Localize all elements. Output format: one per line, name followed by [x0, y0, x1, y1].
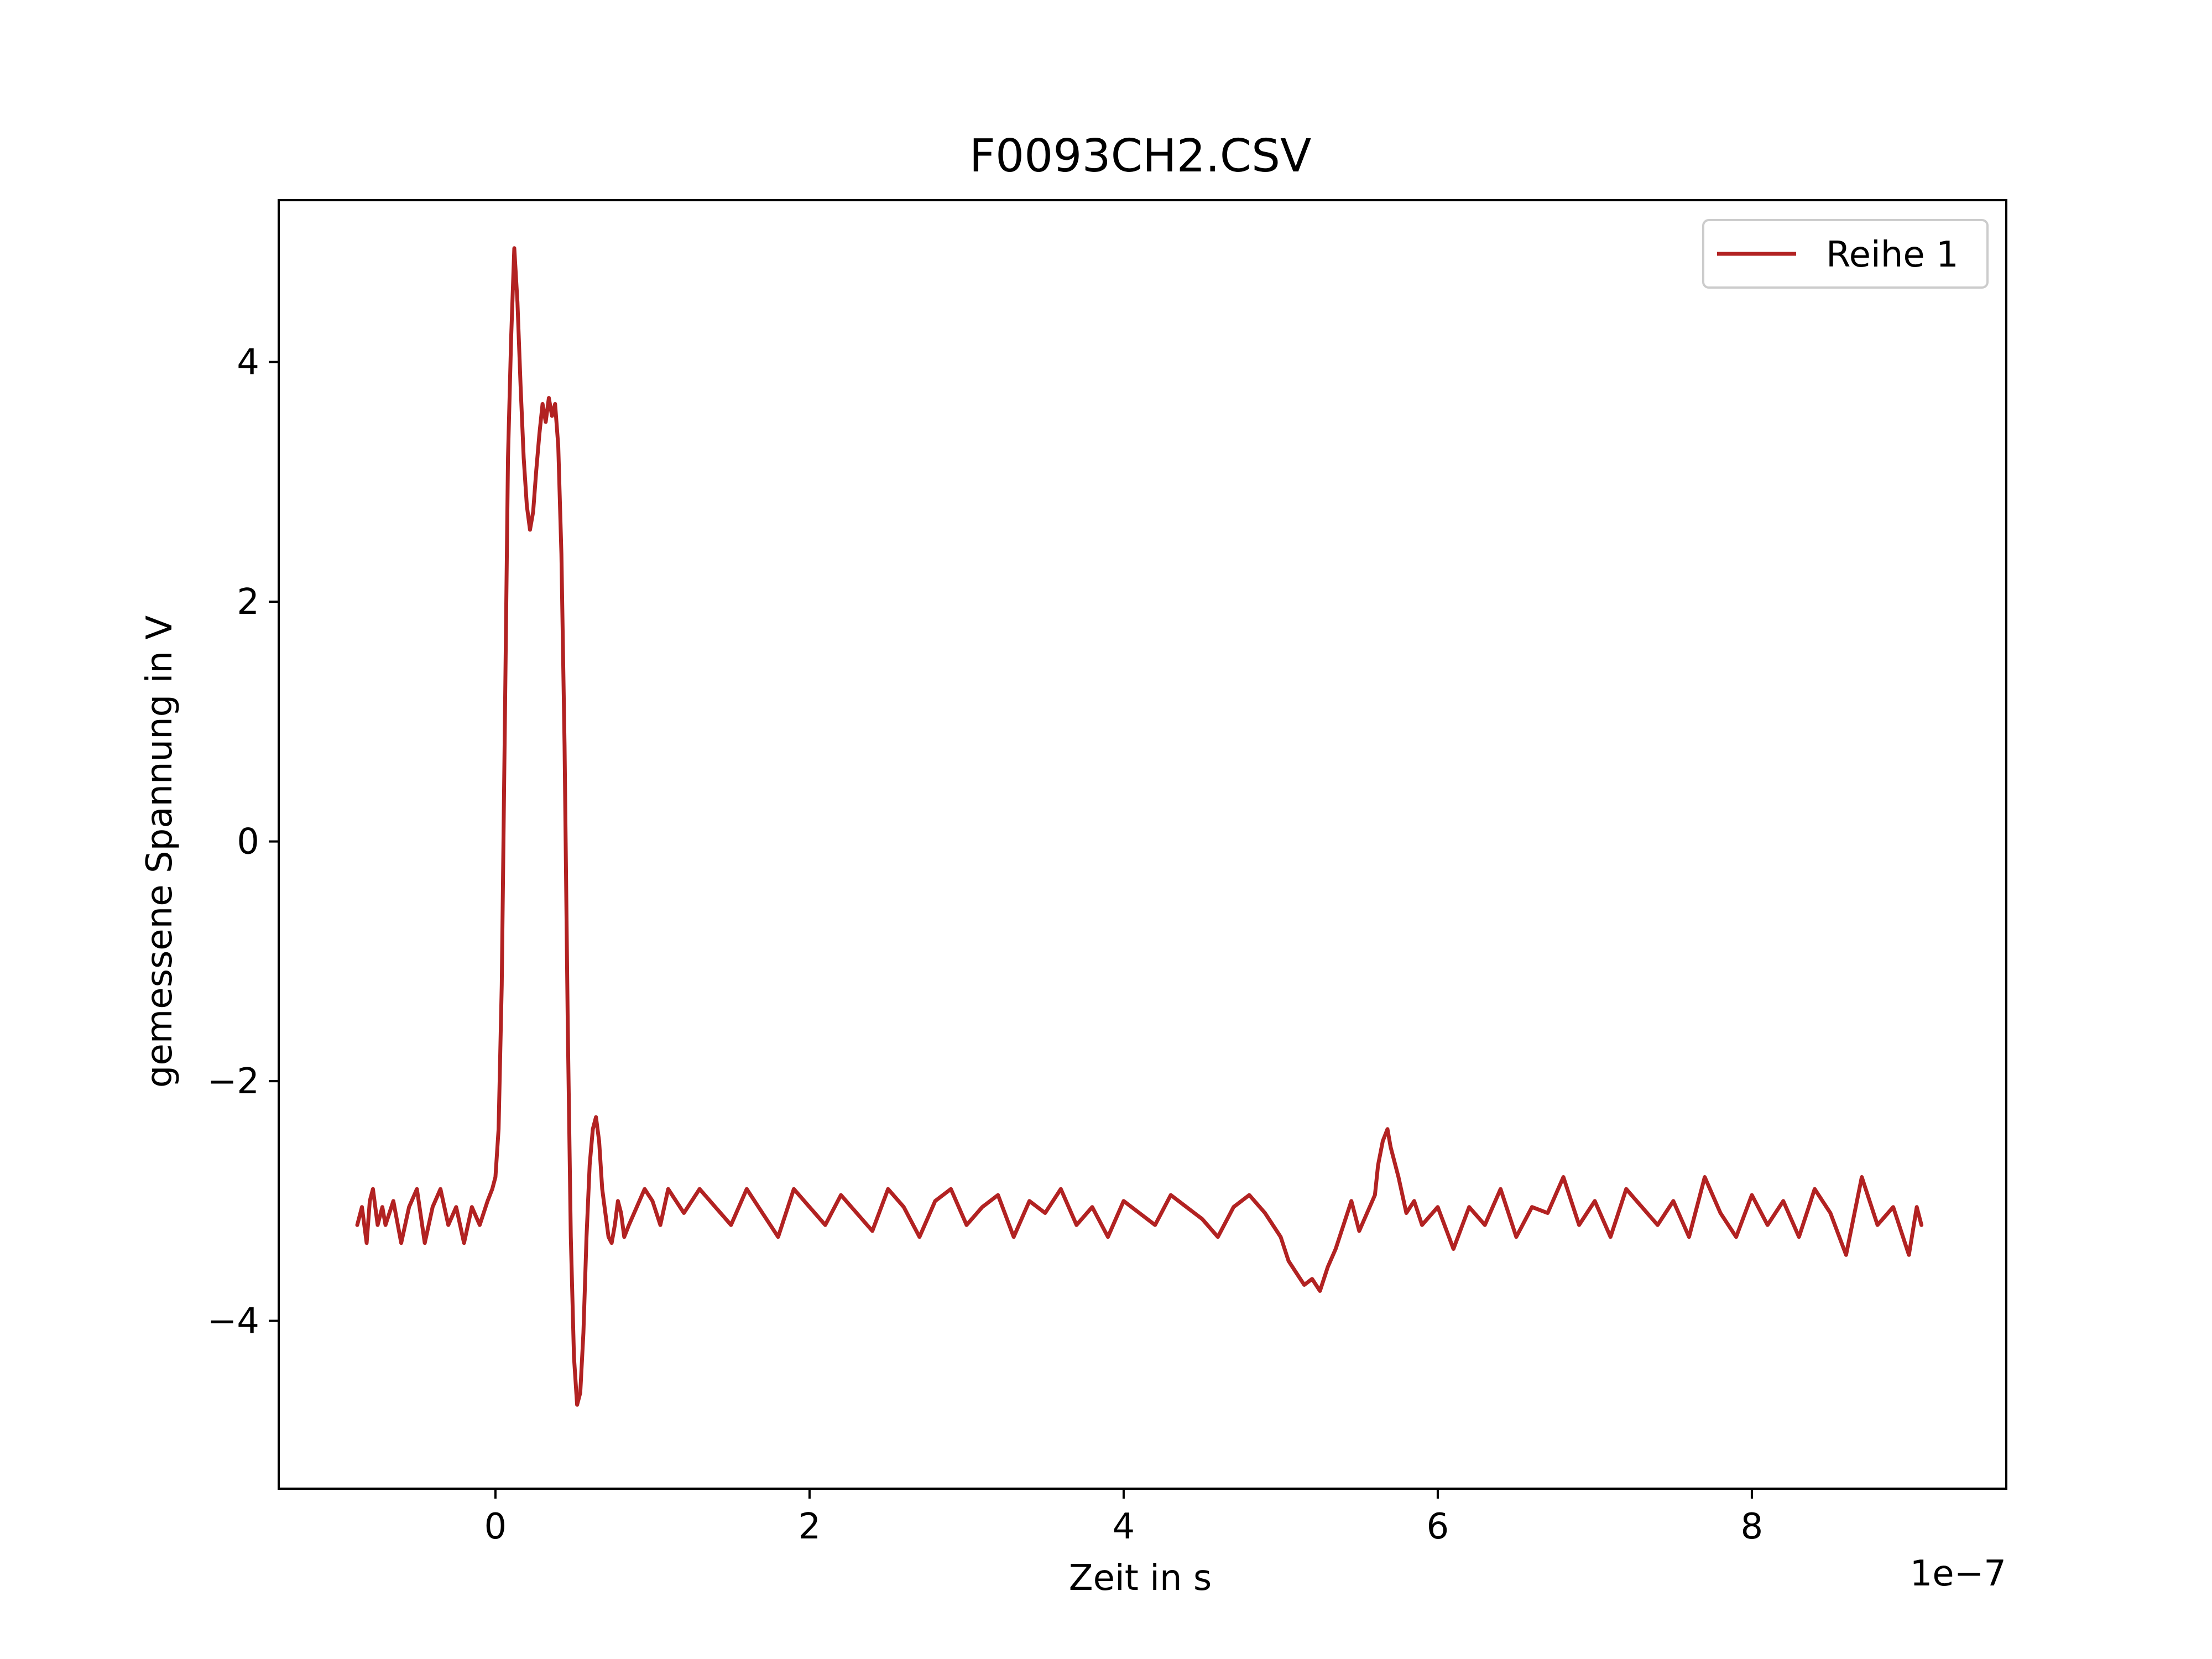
y-tick-label: 0: [237, 822, 259, 863]
legend: Reihe 1: [1702, 219, 1989, 289]
legend-box: [1702, 219, 1989, 289]
x-axis-label: Zeit in s: [1069, 1558, 1212, 1599]
x-axis: 0 2 4 6 8: [484, 1489, 1764, 1547]
x-tick-label: 4: [1113, 1506, 1135, 1547]
chart-title: F0093CH2.CSV: [969, 130, 1311, 182]
legend-label-reihe-1: Reihe 1: [1826, 234, 1959, 275]
x-tick-label: 2: [799, 1506, 821, 1547]
x-tick-label: 6: [1427, 1506, 1449, 1547]
y-tick-label: −4: [207, 1301, 259, 1342]
x-axis-offset-label: 1e−7: [1910, 1553, 2006, 1594]
plot-area: [355, 246, 1924, 1407]
y-tick-label: −2: [207, 1061, 259, 1102]
x-tick-label: 0: [484, 1506, 507, 1547]
plot-frame: [278, 199, 2007, 1490]
series-line-reihe-1: [355, 246, 1924, 1407]
y-axis: −4 −2 0 2 4: [207, 342, 279, 1342]
y-tick-label: 2: [237, 582, 259, 623]
x-tick-label: 8: [1741, 1506, 1764, 1547]
y-axis-label: gemessene Spannung in V: [139, 615, 180, 1088]
y-tick-label: 4: [237, 342, 259, 383]
